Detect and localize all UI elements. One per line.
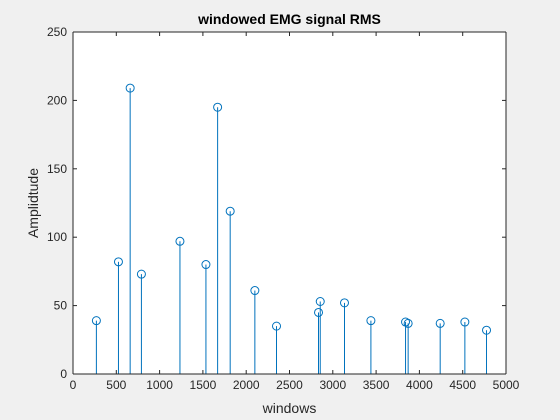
x-tick-label: 2000 [233,378,260,392]
x-tick-label: 2500 [276,378,303,392]
y-tick-label: 250 [47,25,67,39]
chart-title: windowed EMG signal RMS [197,11,381,27]
x-tick-label: 4000 [406,378,433,392]
x-tick-label: 1000 [146,378,173,392]
x-tick-label: 500 [106,378,126,392]
x-tick-label: 0 [70,378,77,392]
plot-area [73,32,506,374]
y-axis-label: Amplidtude [25,168,41,238]
x-tick-label: 1500 [190,378,217,392]
x-axis-label: windows [262,400,317,416]
x-tick-label: 5000 [493,378,520,392]
y-tick-label: 150 [47,162,67,176]
x-tick-label: 3000 [319,378,346,392]
x-tick-label: 4500 [449,378,476,392]
x-tick-label: 3500 [363,378,390,392]
y-tick-label: 200 [47,93,67,107]
y-tick-label: 50 [54,299,68,313]
y-tick-label: 0 [60,367,67,381]
y-tick-label: 100 [47,230,67,244]
